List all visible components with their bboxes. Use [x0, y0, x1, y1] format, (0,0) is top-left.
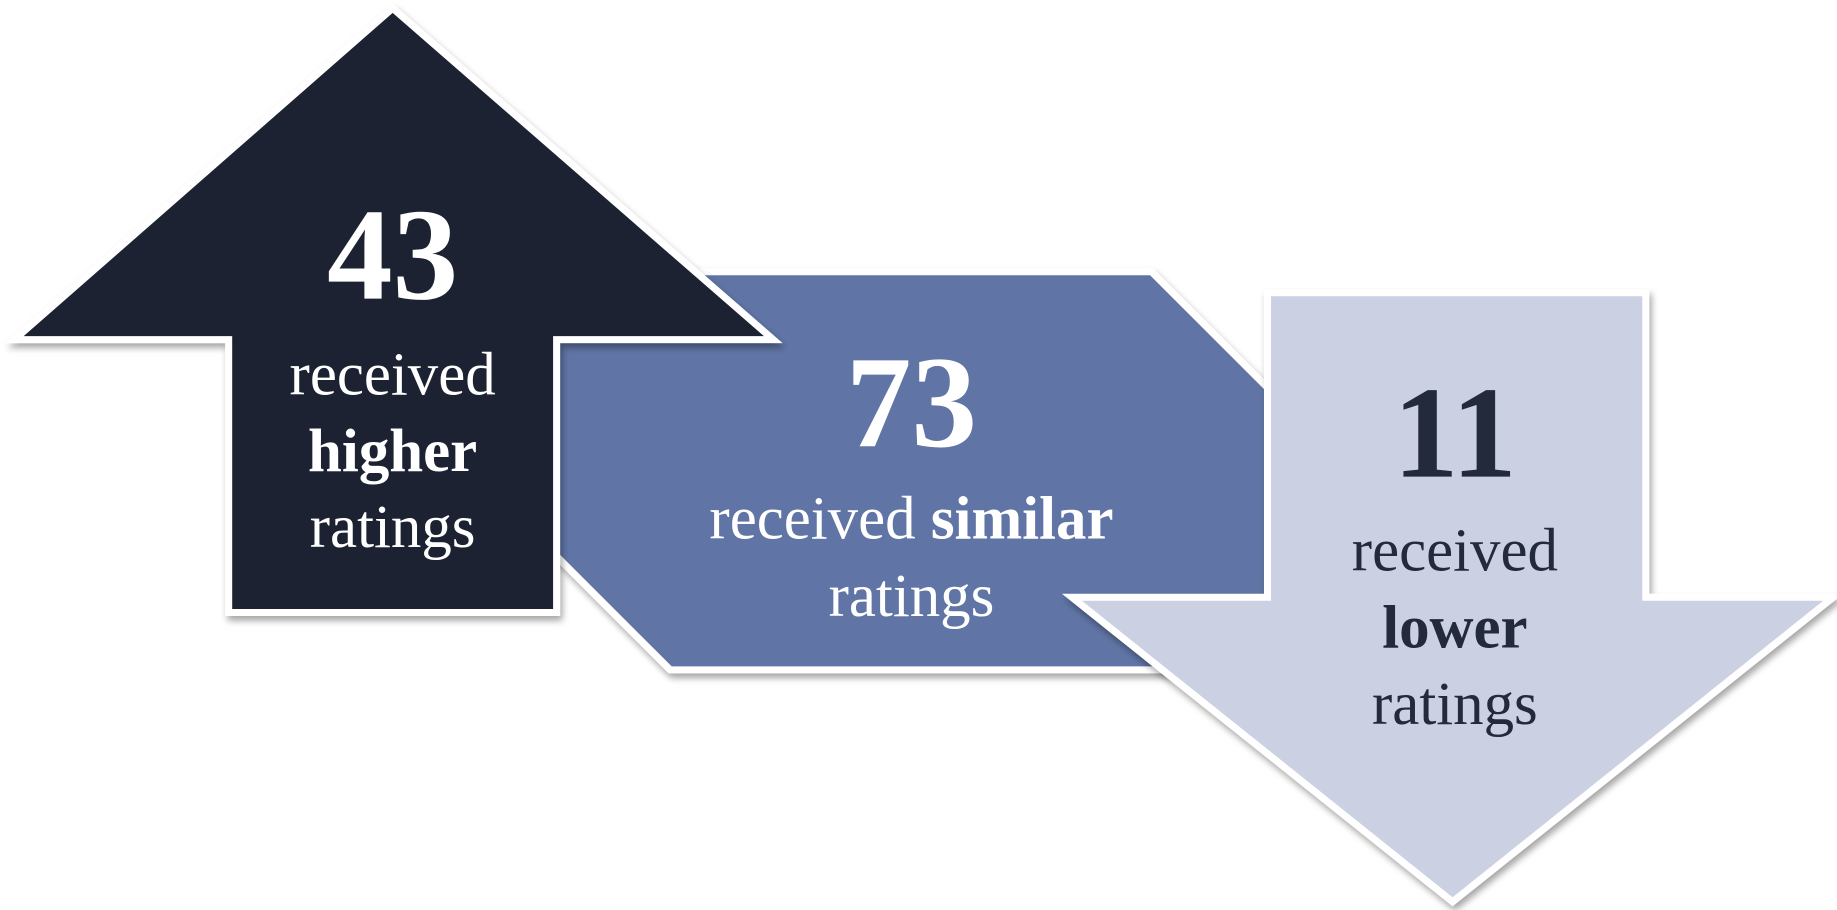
stat-emphasis: lower — [1382, 595, 1527, 662]
stat-label: higher — [308, 418, 477, 485]
stat-text: received — [709, 486, 915, 553]
stat-label: received — [1352, 517, 1558, 584]
stat-text: ratings — [829, 563, 995, 630]
stat-label: ratings — [829, 563, 995, 630]
higher-arrow — [5, 3, 783, 617]
stat-label: received — [290, 342, 496, 409]
stat-emphasis: similar — [931, 486, 1114, 553]
stat-label: received similar — [709, 486, 1113, 553]
stat-label: ratings — [310, 494, 476, 561]
labels: 43 received higher ratings 73 received simila… — [290, 183, 1558, 738]
stat-emphasis: higher — [308, 418, 477, 485]
stat-text: received — [290, 342, 496, 409]
stat-number: 73 — [846, 330, 977, 475]
stat-text: received — [1352, 517, 1558, 584]
stat-number: 43 — [327, 183, 458, 328]
stat-label: ratings — [1372, 671, 1538, 738]
stat-label: lower — [1382, 595, 1527, 662]
stat-number: 11 — [1393, 361, 1517, 506]
lower-arrow — [1061, 289, 1837, 907]
stat-text: ratings — [1372, 671, 1538, 738]
stat-text: ratings — [310, 494, 476, 561]
